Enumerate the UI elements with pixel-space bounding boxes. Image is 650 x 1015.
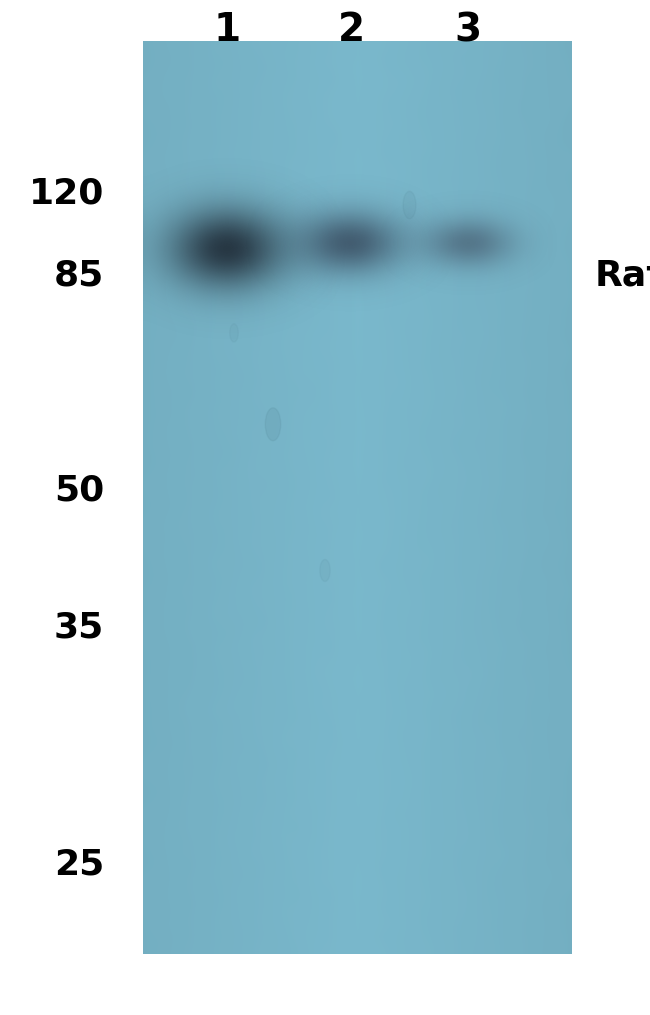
Text: Raf-B: Raf-B bbox=[595, 259, 650, 292]
Circle shape bbox=[229, 324, 239, 342]
Text: 85: 85 bbox=[54, 259, 104, 292]
Circle shape bbox=[265, 408, 281, 441]
Text: 120: 120 bbox=[29, 177, 104, 210]
Text: 2: 2 bbox=[337, 11, 365, 50]
Text: 25: 25 bbox=[54, 848, 104, 882]
Circle shape bbox=[320, 559, 330, 582]
Text: 1: 1 bbox=[214, 11, 241, 50]
Text: 50: 50 bbox=[54, 473, 104, 508]
Text: 35: 35 bbox=[54, 610, 104, 645]
Circle shape bbox=[403, 191, 416, 219]
Text: 3: 3 bbox=[454, 11, 482, 50]
